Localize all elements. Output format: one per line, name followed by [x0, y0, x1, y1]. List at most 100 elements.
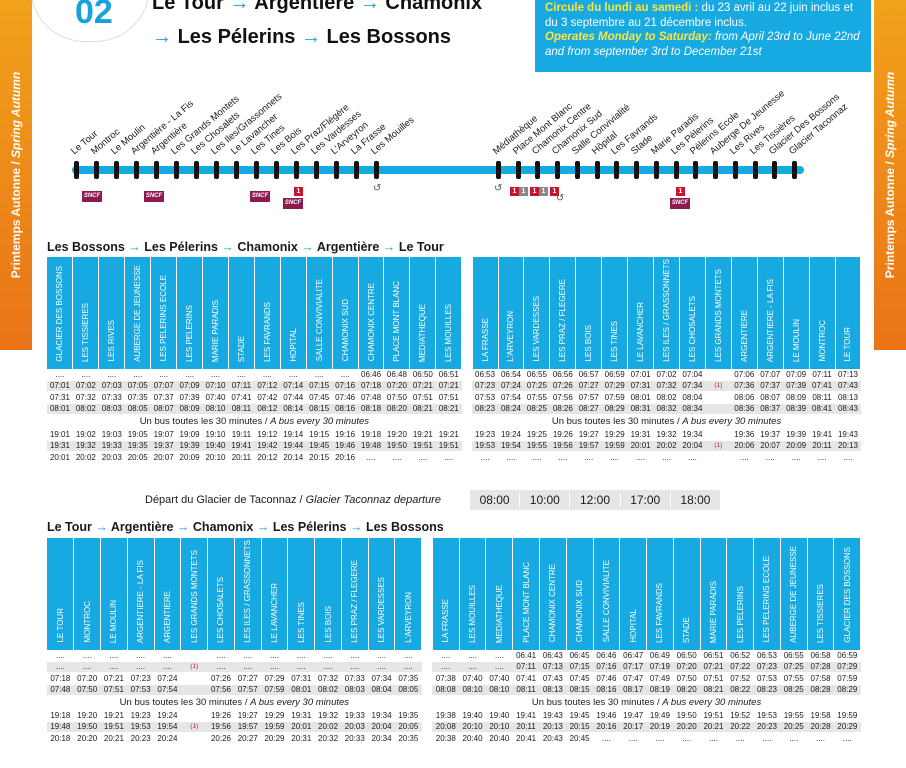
stop-header-label: LES CHOSALETS	[216, 576, 226, 643]
time-cell: ....	[287, 661, 315, 674]
time-cell: 19:26	[207, 709, 235, 722]
stop-header-label: LES PELERINS ECOLE	[159, 275, 169, 362]
time-cell: 19:48	[358, 440, 384, 453]
time-cell: 07:24	[498, 380, 524, 393]
stop-marker	[294, 161, 299, 179]
time-cell: 19:47	[619, 709, 647, 722]
time-cell: 07:22	[726, 661, 754, 674]
stop-header-label: STADE	[682, 616, 692, 643]
time-cell: 20:40	[459, 732, 486, 745]
time-cell: 07:34	[679, 380, 706, 393]
stop-marker	[194, 161, 199, 179]
stop-header-label: LES RIVES	[107, 320, 117, 362]
stop-header-label: LES GRANDS MONTETS	[713, 268, 723, 362]
time-cell: 19:03	[98, 428, 125, 441]
stop-header-label: LES MOUILLES	[468, 584, 478, 643]
stop-header: LES PELERINS ECOLE	[753, 538, 781, 650]
time-cell: 07:49	[646, 672, 674, 685]
time-cell: (1)	[180, 661, 208, 674]
time-cell	[180, 672, 208, 685]
time-cell: 19:51	[100, 721, 128, 734]
time-cell: ....	[485, 649, 513, 662]
time-cell: 07:35	[394, 672, 422, 685]
time-cell: ....	[207, 661, 235, 674]
stop-marker	[594, 161, 600, 179]
time-cell: 19:59	[833, 709, 861, 722]
stop-header-label: LES FAVRANDS	[262, 301, 272, 362]
time-cell: 20:09	[176, 451, 203, 464]
timetable-row: 07:01 07:02 07:03 07:05 07:07 07:09 07:10 07:11…	[47, 380, 861, 393]
stop-marker	[274, 161, 279, 179]
time-cell: 07:27	[234, 672, 262, 685]
stop-marker	[234, 161, 239, 179]
time-cell: 20:14	[280, 451, 307, 464]
time-cell: ....	[619, 732, 647, 745]
time-cell: (1)	[705, 380, 732, 393]
time-cell: 08:16	[332, 403, 359, 416]
glacier-departure-label: Départ du Glacier de Taconnaz / Glacier …	[145, 494, 441, 506]
time-cell: 19:55	[780, 709, 808, 722]
time-cell: 06:51	[700, 649, 727, 662]
time-cell: 07:44	[280, 391, 307, 404]
time-cell: 19:43	[835, 428, 861, 441]
stop-header: MONTROC	[73, 538, 102, 650]
time-cell: 20:09	[783, 440, 810, 453]
stop-marker	[314, 161, 319, 179]
stop-header: LES PELERINS ECOLE	[150, 257, 178, 369]
stop-header: LES BOIS	[575, 257, 603, 369]
time-cell: 08:11	[512, 684, 540, 697]
stop-marker	[154, 161, 159, 179]
stop-marker	[732, 161, 738, 179]
time-cell: ....	[753, 732, 781, 745]
timetable-row: 20:01 20:02 20:03 20:05 20:07 20:09 20:10 20:11…	[47, 451, 861, 464]
time-cell: 08:02	[314, 684, 342, 697]
time-cell: ....	[783, 451, 810, 464]
glacier-time: 17:00	[621, 493, 671, 507]
stop-header-label: LES PELERINS ECOLE	[762, 556, 772, 643]
stop-header: GLACIER DES BOSSONS	[833, 538, 862, 650]
time-cell: 08:16	[593, 684, 620, 697]
time-cell: ....	[653, 451, 680, 464]
time-cell: 07:29	[601, 380, 628, 393]
stop-header-label: LE LAVANCHER	[636, 301, 646, 362]
time-cell: 19:20	[383, 428, 410, 441]
time-cell: ....	[234, 649, 262, 662]
time-cell: 06:55	[780, 649, 808, 662]
stop-header-label: PLACE MONT BLANC	[521, 561, 531, 643]
time-cell: 19:54	[498, 440, 524, 453]
stop-header: MEDIATHEQUE	[485, 538, 514, 650]
time-cell: 20:38	[432, 732, 460, 745]
stop-header: LES TISSIERES	[72, 257, 100, 369]
time-cell: 08:09	[176, 403, 203, 416]
stop-header-label: LE TOUR	[843, 327, 853, 362]
stop-header-label: ARGENTIERE - LA FIS	[136, 559, 146, 643]
column-gap	[461, 257, 473, 369]
time-cell: 06:45	[566, 649, 594, 662]
time-cell: 19:40	[459, 709, 486, 722]
time-cell: 19:54	[154, 721, 181, 734]
time-cell: ....	[287, 649, 315, 662]
stop-header-label: L'ARVEYRON	[506, 310, 516, 362]
time-cell: 08:21	[700, 684, 727, 697]
stop-header: LES CHOSALETS	[207, 538, 235, 650]
time-cell: 07:53	[472, 391, 499, 404]
time-cell: 08:36	[731, 403, 758, 416]
column-gap	[421, 732, 433, 745]
time-cell: 19:44	[280, 440, 307, 453]
line-number: 02	[75, 0, 113, 31]
time-cell: 08:25	[523, 403, 550, 416]
time-cell: 06:48	[383, 368, 410, 381]
time-cell: 20:10	[459, 721, 486, 734]
time-cell: 07:57	[234, 684, 262, 697]
stop-marker	[752, 161, 758, 179]
time-cell: 19:40	[202, 440, 229, 453]
time-cell: 07:02	[653, 368, 680, 381]
stop-header: LE TOUR	[47, 538, 75, 650]
time-cell: 07:17	[619, 661, 647, 674]
time-cell: 08:05	[124, 403, 151, 416]
stop-header: LES GRANDS MONTETS	[180, 538, 209, 650]
time-cell: 07:51	[435, 391, 462, 404]
stop-header: MARIE PARADIS	[202, 257, 229, 369]
time-cell: 19:39	[176, 440, 203, 453]
stop-header-label: ARGENTIERE - LA FIS	[765, 278, 775, 362]
